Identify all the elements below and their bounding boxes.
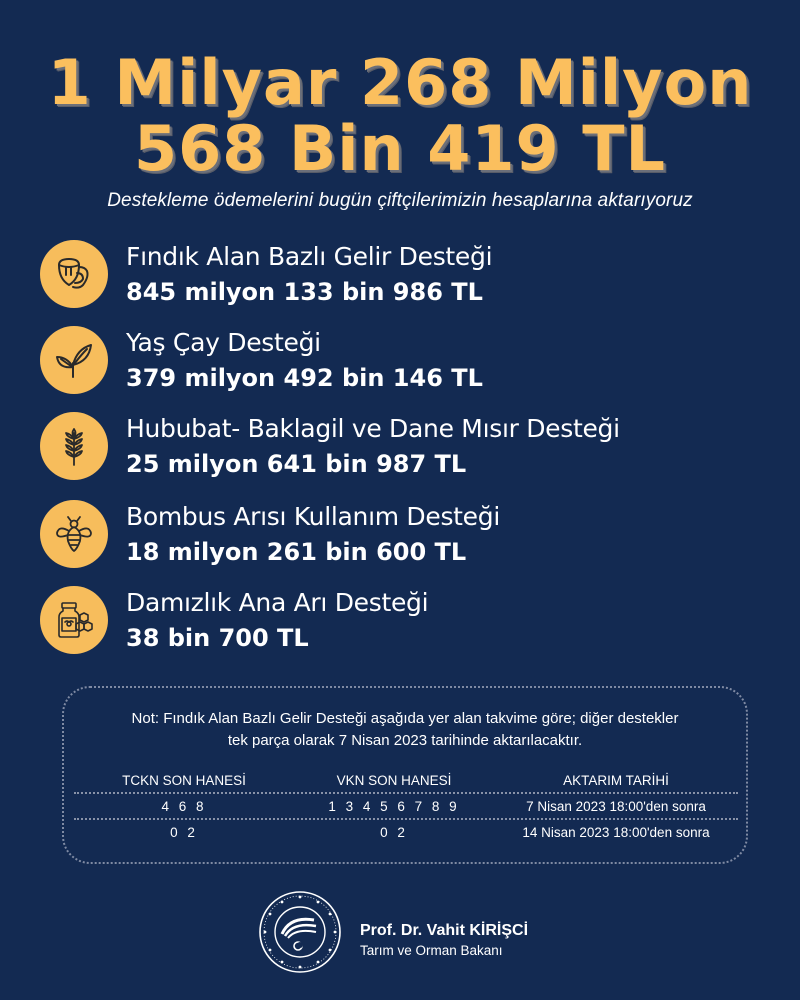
note-line-1: Not: Fındık Alan Bazlı Gelir Desteği aşa… — [131, 710, 679, 727]
col-header-tckn: TCKN SON HANESİ — [122, 772, 246, 788]
support-amount: 25 milyon 641 bin 987 TL — [126, 450, 467, 478]
support-title: Bombus Arısı Kullanım Desteği — [126, 502, 500, 531]
note-text: Not: Fındık Alan Bazlı Gelir Desteği aşa… — [64, 708, 746, 752]
table-row: 0 2 0 2 14 Nisan 2023 18:00'den sonra — [74, 818, 738, 844]
vkn-cell: 0 2 — [380, 824, 408, 840]
signature-block: Prof. Dr. Vahit KİRİŞCİ Tarım ve Orman B… — [258, 890, 588, 980]
col-header-date: AKTARIM TARİHİ — [563, 772, 669, 788]
support-title: Hububat- Baklagil ve Dane Mısır Desteği — [126, 414, 620, 443]
wheat-icon — [40, 412, 108, 480]
signatory-name: Prof. Dr. Vahit KİRİŞCİ — [360, 922, 529, 939]
signatory-title: Tarım ve Orman Bakanı — [360, 943, 503, 958]
schedule-header-row: TCKN SON HANESİ VKN SON HANESİ AKTARIM T… — [74, 768, 738, 792]
support-amount: 845 milyon 133 bin 986 TL — [126, 278, 483, 306]
support-amount: 18 milyon 261 bin 600 TL — [126, 538, 467, 566]
support-amount: 38 bin 700 TL — [126, 624, 309, 652]
date-cell: 14 Nisan 2023 18:00'den sonra — [522, 824, 710, 840]
support-item-queen-bee: Damızlık Ana Arı Desteği 38 bin 700 TL — [40, 584, 760, 664]
support-item-bumblebee: Bombus Arısı Kullanım Desteği 18 milyon … — [40, 498, 760, 578]
date-cell: 7 Nisan 2023 18:00'den sonra — [526, 798, 706, 814]
tckn-cell: 4 6 8 — [161, 798, 207, 814]
tea-leaf-icon — [40, 326, 108, 394]
table-row: 4 6 8 1 3 4 5 6 7 8 9 7 Nisan 2023 18:00… — [74, 792, 738, 818]
schedule-table: TCKN SON HANESİ VKN SON HANESİ AKTARIM T… — [74, 768, 738, 844]
support-title: Yaş Çay Desteği — [126, 328, 321, 357]
support-item-tea: Yaş Çay Desteği 379 milyon 492 bin 146 T… — [40, 324, 760, 404]
support-item-hazelnut: Fındık Alan Bazlı Gelir Desteği 845 mily… — [40, 238, 760, 318]
support-title: Damızlık Ana Arı Desteği — [126, 588, 429, 617]
headline-line-1: 1 Milyar 268 Milyon — [47, 46, 753, 119]
hazelnut-icon — [40, 240, 108, 308]
ministry-seal-icon — [259, 891, 341, 973]
headline-total: 1 Milyar 268 Milyon 568 Bin 419 TL — [0, 50, 800, 182]
note-line-2: tek parça olarak 7 Nisan 2023 tarihinde … — [227, 732, 583, 749]
note-box: Not: Fındık Alan Bazlı Gelir Desteği aşa… — [62, 686, 748, 864]
tckn-cell: 0 2 — [170, 824, 198, 840]
honey-jar-icon — [40, 586, 108, 654]
vkn-cell: 1 3 4 5 6 7 8 9 — [328, 798, 460, 814]
bee-icon — [40, 500, 108, 568]
subtitle: Destekleme ödemelerini bugün çiftçilerim… — [107, 190, 693, 211]
support-amount: 379 milyon 492 bin 146 TL — [126, 364, 483, 392]
support-item-grain: Hububat- Baklagil ve Dane Mısır Desteği … — [40, 410, 760, 490]
headline-line-2: 568 Bin 419 TL — [133, 112, 667, 185]
support-title: Fındık Alan Bazlı Gelir Desteği — [126, 242, 493, 271]
col-header-vkn: VKN SON HANESİ — [336, 772, 452, 788]
